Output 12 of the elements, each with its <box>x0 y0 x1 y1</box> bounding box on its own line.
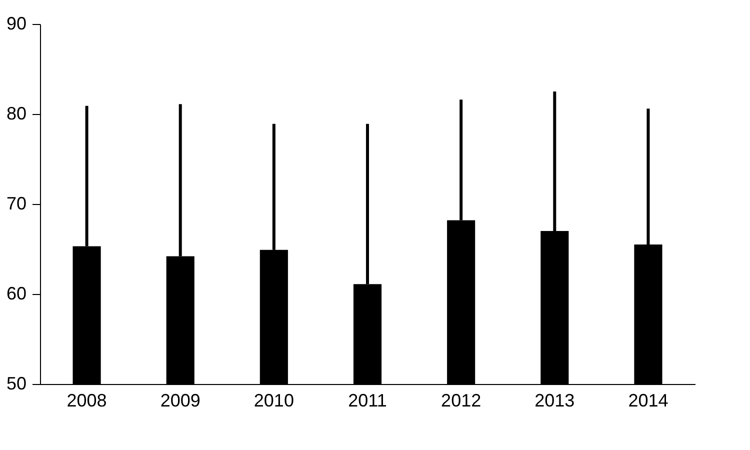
x-tick-label: 2012 <box>441 390 482 410</box>
y-tick-label: 70 <box>6 194 26 214</box>
y-tick-label: 80 <box>6 104 26 124</box>
x-tick-label: 2011 <box>348 390 387 410</box>
x-tick-label: 2010 <box>254 390 294 410</box>
y-tick-label: 50 <box>6 374 26 394</box>
x-tick-label: 2014 <box>628 390 668 410</box>
y-tick-label: 60 <box>6 284 26 304</box>
x-tick-label: 2008 <box>66 390 107 410</box>
x-tick-label: 2009 <box>160 390 200 410</box>
x-tick-label: 2013 <box>534 390 575 410</box>
y-tick-label: 90 <box>6 14 26 34</box>
